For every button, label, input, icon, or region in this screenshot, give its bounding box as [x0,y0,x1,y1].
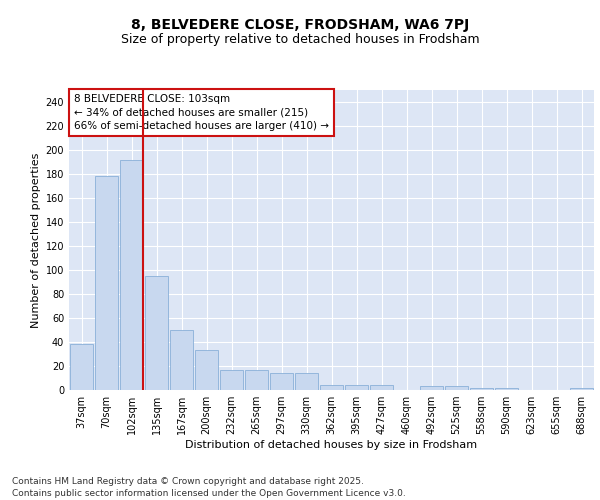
Bar [445,386,468,390]
Bar [170,330,193,390]
Bar [470,388,493,390]
Bar [245,370,268,390]
Text: Size of property relative to detached houses in Frodsham: Size of property relative to detached ho… [121,32,479,46]
Bar [95,176,118,390]
Bar [370,385,393,390]
Text: 8, BELVEDERE CLOSE, FRODSHAM, WA6 7PJ: 8, BELVEDERE CLOSE, FRODSHAM, WA6 7PJ [131,18,469,32]
Text: 8 BELVEDERE CLOSE: 103sqm
← 34% of detached houses are smaller (215)
66% of semi: 8 BELVEDERE CLOSE: 103sqm ← 34% of detac… [74,94,329,131]
Bar [345,385,368,390]
Bar [270,373,293,390]
Text: Contains HM Land Registry data © Crown copyright and database right 2025.
Contai: Contains HM Land Registry data © Crown c… [12,476,406,498]
Bar [220,370,243,390]
Bar [495,388,518,390]
X-axis label: Distribution of detached houses by size in Frodsham: Distribution of detached houses by size … [185,440,478,450]
Bar [570,388,593,390]
Y-axis label: Number of detached properties: Number of detached properties [31,152,41,328]
Bar [295,373,318,390]
Bar [195,350,218,390]
Bar [145,276,168,390]
Bar [320,385,343,390]
Bar [420,386,443,390]
Bar [70,344,93,390]
Bar [120,160,143,390]
